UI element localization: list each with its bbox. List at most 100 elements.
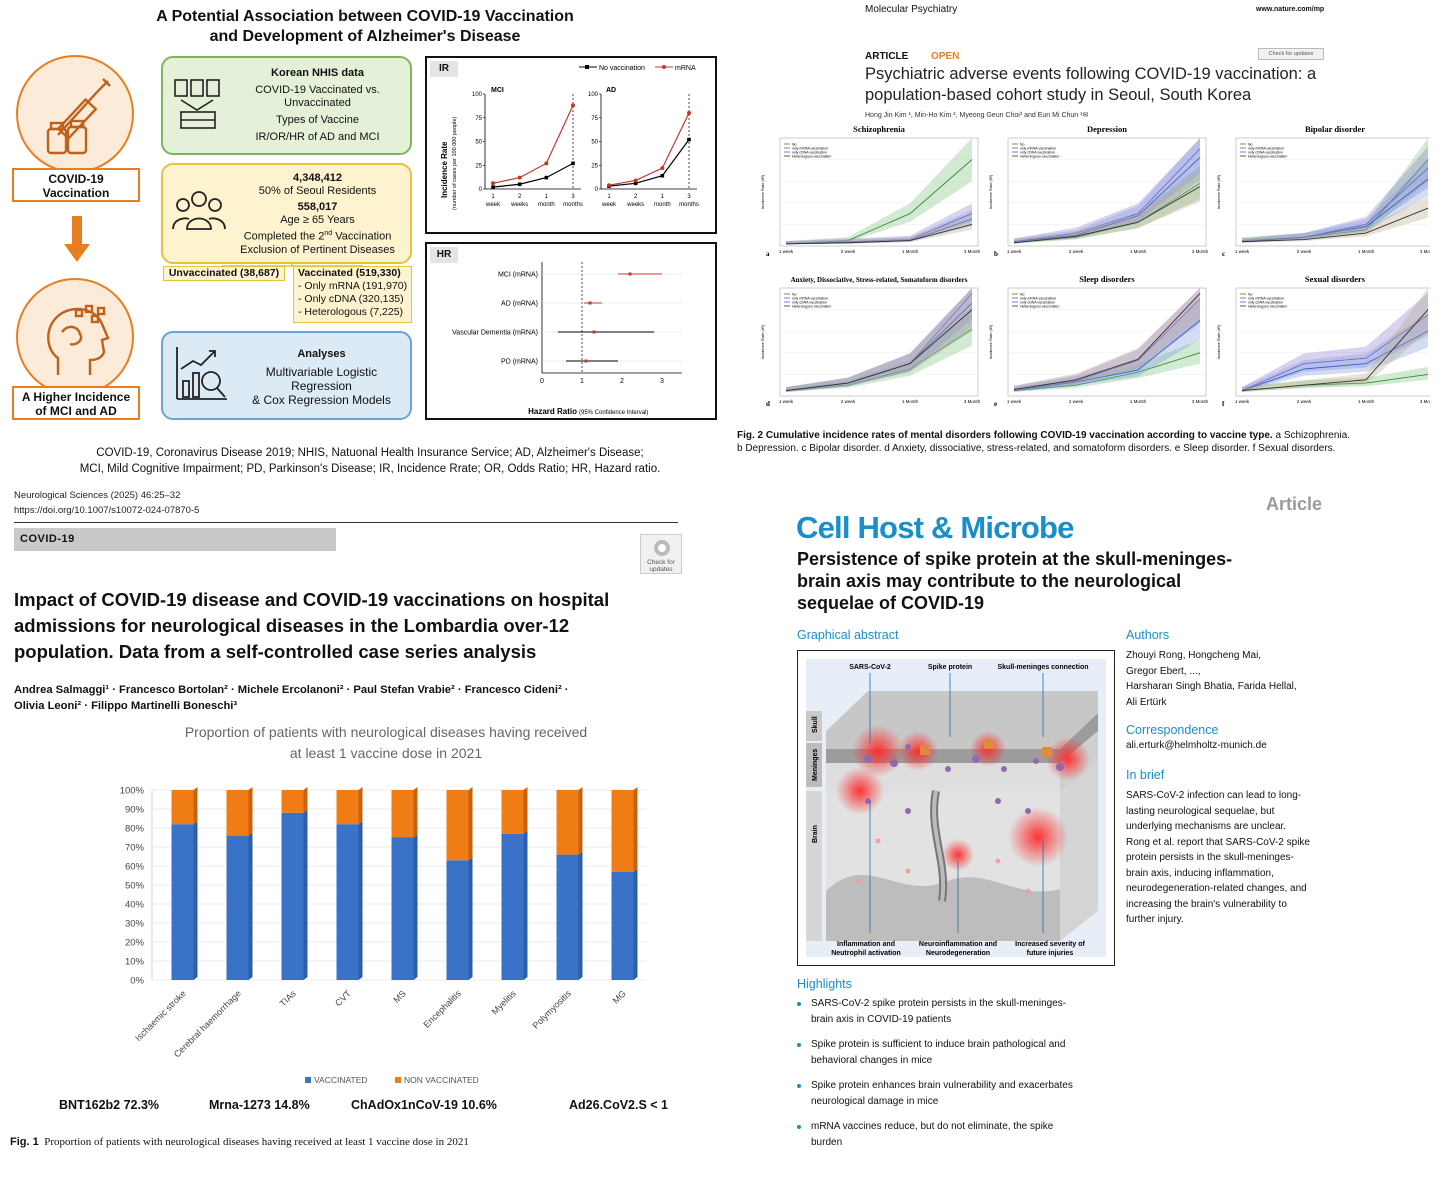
mp-xtick: 1 week [1007,249,1022,254]
ns-check-updates[interactable]: Check for updates [640,534,682,574]
svg-text:Heterologous vaccination: Heterologous vaccination [1248,305,1287,309]
bar-vaccinated [501,833,524,980]
chart-title-line2: at least 1 vaccine dose in 2021 [290,745,482,761]
svg-text:No: No [1248,143,1253,147]
highlight-line: Spike protein enhances brain vulnerabili… [811,1080,1073,1091]
bar-category-label: TIAs [278,988,299,1009]
bar-non-vaccinated [611,790,634,872]
chm-corr-email[interactable]: ali.erturk@helmholtz-munich.de [1126,740,1267,751]
chm-authors: Zhouyi Rong, Hongcheng Mai, Gregor Ebert,… [1126,648,1297,710]
ad-point [687,111,691,115]
chm-authors-head: Authors [1126,628,1170,642]
mci-ytick: 50 [475,140,482,146]
bar-vaccinated [336,824,359,980]
mp-url[interactable]: www.nature.com/mp [1256,6,1325,13]
hr-row-label: PD (mRNA) [501,359,538,366]
bar-category-label: MS [391,988,408,1005]
chm-brief: SARS-CoV-2 infection can lead to long-la… [1126,788,1310,928]
bar-ytick: 0% [130,976,144,987]
bar-non-vaccinated [336,790,359,825]
chm-title: Persistence of spike protein at the skul… [797,549,1233,613]
mci-point [517,175,522,180]
mp-xtick: 3 Month [1192,249,1209,254]
hr-xtick: 0 [540,378,544,385]
mp-xtick: 1 Month [902,399,919,404]
mp-ci-band [1242,138,1428,242]
mp-ylabel: Incidence Rate (IR) [988,174,993,209]
vaccine-stat: Mrna-1273 14.8% [209,1098,310,1112]
mp-ylabel: Incidence Rate (IR) [760,324,765,359]
split-connector [222,262,362,272]
mp-series-line [1241,159,1429,242]
svg-text:only cDNA vaccination: only cDNA vaccination [792,301,827,305]
check-updates-icon [654,540,670,556]
svg-text:No: No [1020,293,1025,297]
bar-non-vaccinated [446,790,469,861]
mp-check-updates[interactable]: Check for updates [1258,48,1324,60]
ad-ytick: 50 [591,140,598,146]
mp-panel-letter: c [1222,250,1225,258]
chm-brief-head: In brief [1126,768,1165,782]
mci-point [544,175,549,180]
bar-side [303,787,308,813]
graphical-abstract: Skull Meninges Brain SARS-CoV-2 Spike pr… [797,650,1115,966]
mci-xtick: 3 [571,194,575,200]
bar-ytick: 90% [125,805,145,816]
mp-ci-band [1242,196,1428,243]
ad-label: AD [606,87,616,94]
mp-xtick: 3 Month [1192,399,1209,404]
ir-chart: No vaccination mRNA MCI AD Incidence Rat… [440,65,699,210]
mci-xtick: 2 [518,194,522,200]
svg-text:Neurodegeneration: Neurodegeneration [926,950,990,957]
svg-text:Heterologous vaccination: Heterologous vaccination [792,305,831,309]
mp-open-tag: OPEN [931,51,960,62]
legend-swatch [395,1077,401,1083]
ns-title: Impact of COVID-19 disease and COVID-19 … [14,589,610,662]
bar-category-label: CVT [333,988,353,1008]
bullet-icon [797,1084,801,1088]
ad-xtick: 1 [661,194,665,200]
author-line: Ali Ertürk [1126,696,1167,708]
bar-category-label: Encephalitis [422,988,464,1030]
vaccinated-box: Vaccinated (519,330) - Only mRNA (191,97… [293,266,412,323]
mp-ci-band [1014,138,1200,243]
chm-corr-head: Correspondence [1126,723,1219,737]
mp-series-line [1241,314,1429,392]
chm-journal: Cell Host & Microbe [796,510,1074,545]
mp-ci-band [1242,312,1428,392]
highlight-item: Spike protein enhances brain vulnerabili… [797,1078,1127,1110]
highlight-item: SARS-CoV-2 spike protein persists in the… [797,996,1127,1028]
mp-series-line [1013,320,1201,392]
mp-authors: Hong Jin Kim ¹, Min-Ho Kim ², Myeong Geu… [865,112,1089,119]
mci-ytick: 100 [472,92,483,98]
svg-text:only mRNA vaccination: only mRNA vaccination [1020,297,1056,301]
hr-xtick: 1 [580,378,584,385]
mci-point [491,185,495,189]
mp-ci-band [1014,165,1200,244]
bar-side [578,787,583,855]
hr-panel: HR MCI (mRNA) AD (mRNA) Vascular Dementia … [425,242,717,420]
mp-panel-letter: e [994,400,997,408]
svg-text:Heterologous vaccination: Heterologous vaccination [1020,155,1059,159]
vaccine-stat: ChAdOx1nCoV-19 10.6% [351,1098,497,1112]
svg-text:Increased severity of: Increased severity of [1015,941,1085,948]
ns-doi[interactable]: https://doi.org/10.1007/s10072-024-07870… [14,505,200,516]
svg-text:only mRNA vaccination: only mRNA vaccination [1248,147,1284,151]
mp-ci-band [786,203,972,245]
ns-citation: Neurological Sciences (2025) 46:25–32 [14,490,181,501]
mp-series-line [1013,182,1201,244]
ns-fig-caption: Fig. 1 Proportion of patients with neuro… [10,1136,469,1148]
mp-panel-letter: a [766,250,770,258]
bar-non-vaccinated [391,790,414,838]
q1-title: A Potential Association between COVID-19… [156,8,574,45]
ga-skull-conn-label: Skull-meninges connection [997,664,1088,671]
legend-no-vax: No vaccination [599,65,645,72]
ns-divider [14,522,678,523]
mp-panel-letter: b [994,250,998,258]
bar-side [193,821,198,980]
svg-text:No: No [792,143,797,147]
hr-row-label: Vascular Dementia (mRNA) [452,330,538,337]
